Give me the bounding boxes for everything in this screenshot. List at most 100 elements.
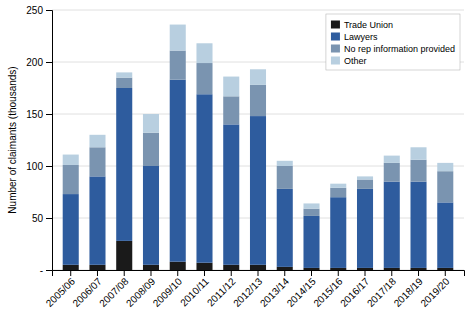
bar xyxy=(116,241,132,270)
bar xyxy=(63,194,79,265)
legend-label: Other xyxy=(344,56,367,66)
bar xyxy=(223,124,239,264)
bar xyxy=(196,263,212,270)
bar xyxy=(277,267,293,270)
y-tick-mark xyxy=(46,10,52,11)
bar xyxy=(357,180,373,189)
x-tick-mark xyxy=(177,270,178,276)
bar xyxy=(410,268,426,270)
bar xyxy=(89,265,105,270)
y-tick-mark xyxy=(46,166,52,167)
bar xyxy=(196,63,212,94)
y-tick: 200 xyxy=(26,57,52,68)
x-tick-mark xyxy=(311,270,312,276)
x-tick-mark xyxy=(70,270,71,276)
bar xyxy=(357,176,373,179)
x-tick-mark xyxy=(284,270,285,276)
bar xyxy=(143,114,159,133)
bar xyxy=(437,171,453,202)
bar xyxy=(330,268,346,270)
bar xyxy=(143,133,159,166)
x-tick-mark xyxy=(418,270,419,276)
x-tick-mark xyxy=(338,270,339,276)
x-tick-label: 2009/10 xyxy=(151,275,185,309)
bar xyxy=(330,188,346,197)
bar xyxy=(223,77,239,97)
bar xyxy=(89,176,105,264)
y-tick: 250 xyxy=(26,5,52,16)
x-axis-line xyxy=(53,271,465,277)
legend-label: No rep information provided xyxy=(344,44,455,54)
bar xyxy=(277,161,293,166)
legend-item: Other xyxy=(331,56,367,66)
x-tick-label: 2010/11 xyxy=(178,275,211,308)
bar xyxy=(143,265,159,270)
legend: Trade Union Lawyers No rep information pro… xyxy=(326,14,460,70)
legend-swatch xyxy=(331,57,340,65)
y-tick-label: 100 xyxy=(26,161,43,172)
legend-label: Lawyers xyxy=(344,32,378,42)
x-tick-mark xyxy=(258,270,259,276)
bar xyxy=(143,166,159,265)
bar xyxy=(303,216,319,268)
bar xyxy=(89,147,105,176)
x-tick: 2019/20 xyxy=(418,270,452,309)
bar xyxy=(330,184,346,188)
bar xyxy=(250,116,266,265)
bar xyxy=(63,165,79,194)
bar xyxy=(330,197,346,268)
chart-container: -501001502002502005/062006/072007/082008… xyxy=(0,0,474,316)
series xyxy=(63,51,454,216)
bar xyxy=(170,51,186,80)
bar xyxy=(170,25,186,51)
legend-item: Trade Union xyxy=(331,20,393,30)
y-tick-mark xyxy=(46,218,52,219)
x-tick-label: 2019/20 xyxy=(418,275,452,309)
bar xyxy=(410,147,426,159)
grid xyxy=(52,10,464,270)
y-tick-label: 200 xyxy=(26,57,43,68)
bar xyxy=(303,268,319,270)
legend-item: Lawyers xyxy=(331,32,378,42)
y-tick-label: 250 xyxy=(26,5,43,16)
x-tick-mark xyxy=(365,270,366,276)
plot: -501001502002502005/062006/072007/082008… xyxy=(26,5,464,309)
bar xyxy=(170,262,186,270)
bar xyxy=(384,156,400,163)
x-tick-mark xyxy=(391,270,392,276)
x-tick-mark xyxy=(204,270,205,276)
y-tick-label: - xyxy=(40,265,43,276)
y-tick-label: 150 xyxy=(26,109,43,120)
bar xyxy=(384,182,400,268)
series xyxy=(63,80,454,268)
bar xyxy=(223,265,239,270)
bar xyxy=(384,163,400,182)
grid-line xyxy=(52,10,464,11)
y-axis-line xyxy=(46,11,53,271)
legend-swatch xyxy=(331,45,340,53)
y-tick-mark xyxy=(46,62,52,63)
bar xyxy=(63,265,79,270)
bar xyxy=(384,268,400,270)
bar xyxy=(89,135,105,147)
bar xyxy=(116,72,132,77)
bar xyxy=(63,155,79,165)
bar xyxy=(170,80,186,262)
x-axis: 2005/062006/072007/082008/092009/102010/… xyxy=(44,270,465,309)
x-tick-mark xyxy=(231,270,232,276)
bar xyxy=(250,69,266,85)
x-tick-mark xyxy=(150,270,151,276)
y-tick: 100 xyxy=(26,161,52,172)
y-tick: - xyxy=(40,265,52,276)
bar xyxy=(357,268,373,270)
bar xyxy=(277,166,293,189)
legend-swatch xyxy=(331,21,340,29)
y-tick: 150 xyxy=(26,109,52,120)
bar xyxy=(410,182,426,268)
x-tick-mark xyxy=(97,270,98,276)
bar xyxy=(303,203,319,208)
bar xyxy=(250,265,266,270)
bar xyxy=(437,163,453,171)
bar xyxy=(357,189,373,268)
bar xyxy=(437,202,453,268)
